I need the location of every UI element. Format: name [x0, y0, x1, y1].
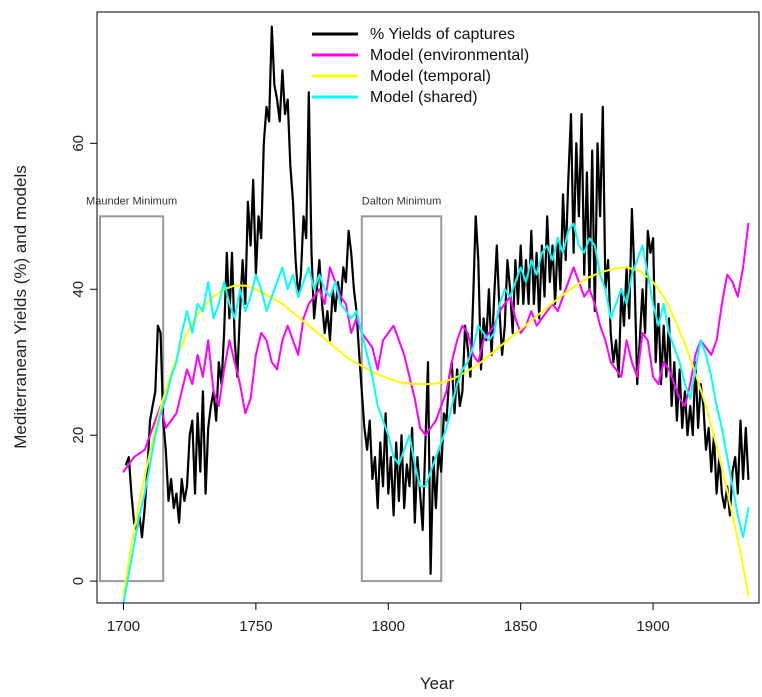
x-axis: 1700 1750 1800 1850 1900	[107, 603, 670, 635]
x-tick-label-4: 1900	[636, 618, 669, 635]
series-line-1	[122, 222, 750, 473]
plot-frame	[96, 11, 760, 604]
x-axis-title: Year	[420, 674, 455, 693]
legend-label-1: Model (environmental)	[370, 47, 529, 64]
legend: % Yields of captures Model (environmental…	[312, 26, 529, 106]
x-tick-label-2: 1800	[372, 618, 405, 635]
x-tick-label-3: 1850	[504, 618, 537, 635]
y-tick-label-0: 0	[70, 577, 87, 585]
legend-label-3: Model (shared)	[370, 89, 478, 106]
annotation-label-1: Dalton Minimum	[362, 195, 441, 207]
annotation-label-0: Maunder Minimum	[86, 195, 177, 207]
y-tick-label-1: 20	[70, 427, 87, 444]
y-tick-label-3: 60	[70, 135, 87, 152]
legend-label-2: Model (temporal)	[370, 68, 491, 85]
y-tick-label-2: 40	[70, 281, 87, 298]
series-line-3	[122, 222, 750, 604]
y-axis-title: Mediterranean Yields (%) and models	[11, 165, 30, 448]
series-layer	[122, 25, 750, 604]
x-tick-label-1: 1750	[239, 618, 272, 635]
legend-label-0: % Yields of captures	[370, 26, 515, 43]
x-tick-label-0: 1700	[107, 618, 140, 635]
y-axis: 0 20 40 60	[70, 135, 97, 585]
series-line-2	[122, 266, 750, 597]
